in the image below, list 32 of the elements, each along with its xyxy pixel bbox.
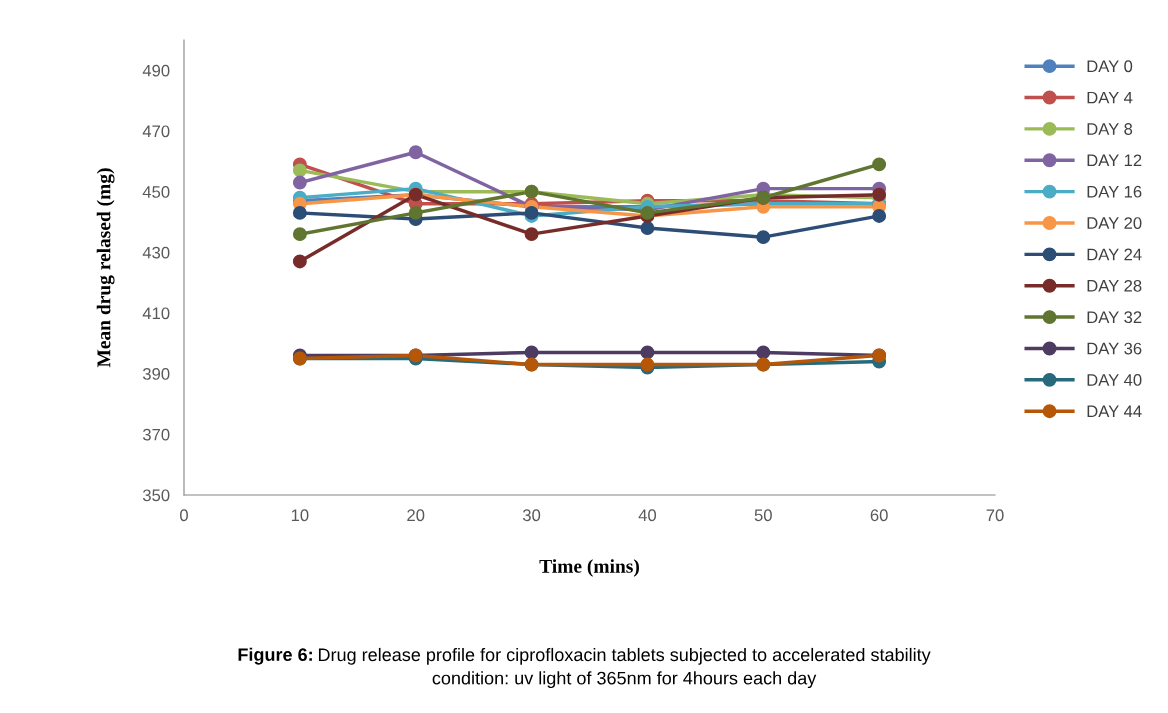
x-tick-label: 70 [986,509,1004,522]
x-tick-label: 60 [870,509,888,522]
legend-label: DAY 12 [1087,154,1142,167]
legend-label: DAY 44 [1087,405,1142,418]
caption: Figure 6: [238,647,312,665]
legend-label: DAY 16 [1087,185,1142,198]
x-tick-label: 40 [638,509,657,522]
y-tick-label: 490 [142,64,170,77]
y-tick-label: 410 [142,307,170,320]
text: Drug release profile for ciprofloxacin tablets subjected to accelerated stability condition: uv light of 365nm for 4hours each day [318,647,931,689]
legend-label: DAY 8 [1087,123,1133,135]
legend-label: DAY 40 [1087,374,1142,386]
y-tick-label: 390 [142,368,170,380]
legend-label: DAY 36 [1087,342,1142,355]
legend-label: DAY 0 [1087,60,1133,73]
legend-label: DAY 4 [1087,91,1133,104]
x-axis-title: Time (mins) [539,559,639,577]
legend-label: DAY 32 [1087,311,1142,324]
y-tick-label: 370 [142,428,170,441]
y-tick-label: 470 [142,125,170,138]
x-tick-label: 10 [291,509,309,522]
legend-label: DAY 20 [1087,217,1142,229]
y-tick-label: 430 [142,246,170,259]
y-tick-label: 350 [142,489,170,502]
x-tick-label: 20 [407,509,425,522]
y-tick-label: 450 [142,186,170,198]
x-tick-label: 0 [180,509,188,522]
x-tick-label: 30 [522,509,541,522]
legend-label: DAY 24 [1087,248,1142,261]
legend-label: DAY 28 [1087,279,1142,292]
y-axis-title: Mean drug relased (mg) [96,168,115,368]
x-tick-label: 50 [754,509,772,522]
